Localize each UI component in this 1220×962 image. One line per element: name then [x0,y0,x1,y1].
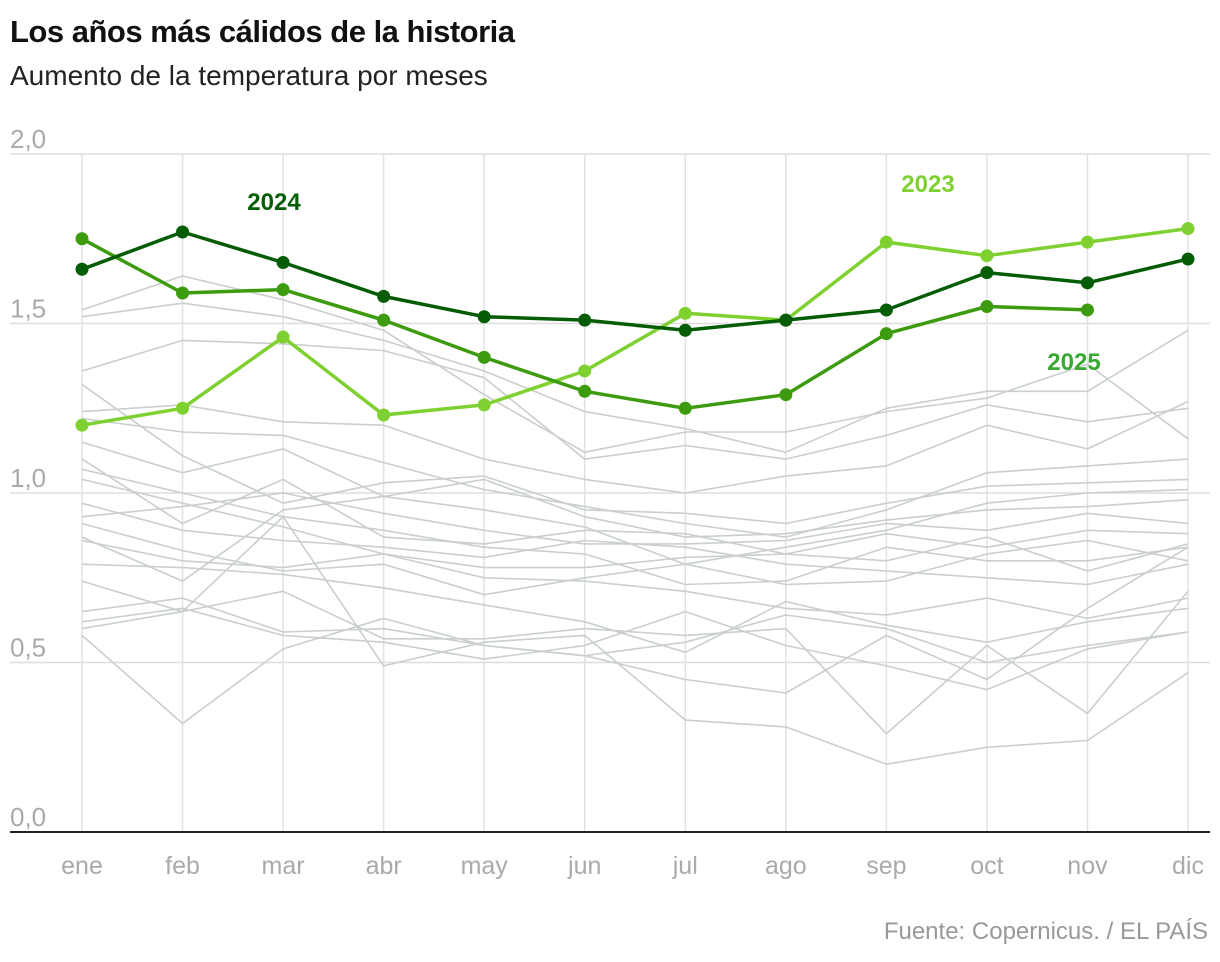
series-2025-point [578,384,592,398]
x-tick-label: may [461,852,509,880]
series-2023-point [75,418,89,432]
series-label-2025: 2025 [1047,349,1100,376]
background-series-line [81,522,1189,596]
background-series-line [81,400,1189,494]
series-2024-point [578,313,592,327]
x-tick-label: nov [1067,852,1108,880]
series-2023-point [477,398,491,412]
series-2025-point [176,286,190,300]
series-label-2024: 2024 [247,189,301,216]
series-2025-point [879,327,893,341]
series-2023 [75,222,1195,432]
background-series-group [81,275,1189,765]
series-2023-point [879,235,893,249]
series-2025-point [1080,303,1094,317]
background-series-line [81,275,1189,454]
x-tick-label: ago [765,852,807,880]
y-tick-label: 2,0 [10,124,46,154]
x-tick-label: oct [970,852,1003,880]
series-2024-point [276,255,290,269]
series-2025-point [477,350,491,364]
highlight-series-group [75,222,1195,432]
series-2025-point [678,401,692,415]
series-2024-point [1181,252,1195,266]
y-tick-label: 0,0 [10,802,46,832]
chart-title: Los años más cálidos de la historia [10,14,515,49]
grid-lines [10,153,1210,832]
x-tick-label: sep [866,852,906,880]
x-tick-label: dic [1172,852,1204,880]
background-series-line [81,478,1189,572]
background-series-line [81,546,1189,725]
background-series-line [81,441,1189,565]
series-2025-point [779,388,793,402]
series-2023-point [377,408,391,422]
background-series-line [81,563,1189,654]
y-axis: 0,0 0,5 1,0 1,5 2,0 [10,124,46,832]
series-2024-point [176,225,190,239]
series-2025-point [75,232,89,246]
series-label-2023: 2023 [901,171,954,198]
x-tick-label: jun [567,852,601,880]
background-series-line [81,515,1189,765]
y-tick-label: 1,5 [10,294,46,324]
series-2024-point [477,310,491,324]
x-tick-label: feb [165,852,200,880]
x-tick-label: abr [366,852,402,880]
series-2024-point [779,313,793,327]
y-tick-label: 1,0 [10,463,46,493]
series-2024-point [980,266,994,280]
series-2023-point [1080,235,1094,249]
series-2025 [75,232,1094,415]
series-2023-line [81,226,1189,427]
series-2023-point [1181,222,1195,236]
series-2023-point [678,306,692,320]
background-series-line [81,458,1189,555]
series-2024-point [377,289,391,303]
background-series-line [81,539,1189,620]
series-2023-point [176,401,190,415]
background-series-line [81,468,1189,586]
series-2024-point [75,262,89,276]
x-tick-label: jul [672,852,698,880]
x-axis: ene feb mar abr may jun jul ago sep oct nov dic [10,831,1210,880]
x-tick-label: mar [262,852,305,880]
series-labels: 2024 2023 2025 [247,171,1100,376]
series-2024-line [81,230,1189,333]
series-2025-point [377,313,391,327]
chart-subtitle: Aumento de la temperatura por meses [10,60,488,91]
background-series-line [81,607,1189,691]
series-2024-point [879,303,893,317]
series-2024 [75,225,1195,337]
series-2024-point [1080,276,1094,290]
background-series-line [81,302,1189,454]
series-2025-point [980,300,994,314]
series-2023-point [980,249,994,263]
background-series-line [81,580,1189,735]
background-series-line [81,383,1189,525]
background-series-line [81,417,1189,538]
series-2024-point [678,323,692,337]
series-2023-point [578,364,592,378]
background-series-line [81,339,1189,460]
y-tick-label: 0,5 [10,633,46,663]
background-series-line [81,478,1189,582]
source-note: Fuente: Copernicus. / EL PAÍS [883,918,1208,945]
x-tick-label: ene [61,852,103,880]
series-2025-point [276,283,290,297]
series-2023-point [276,330,290,344]
background-series-line [81,597,1189,664]
